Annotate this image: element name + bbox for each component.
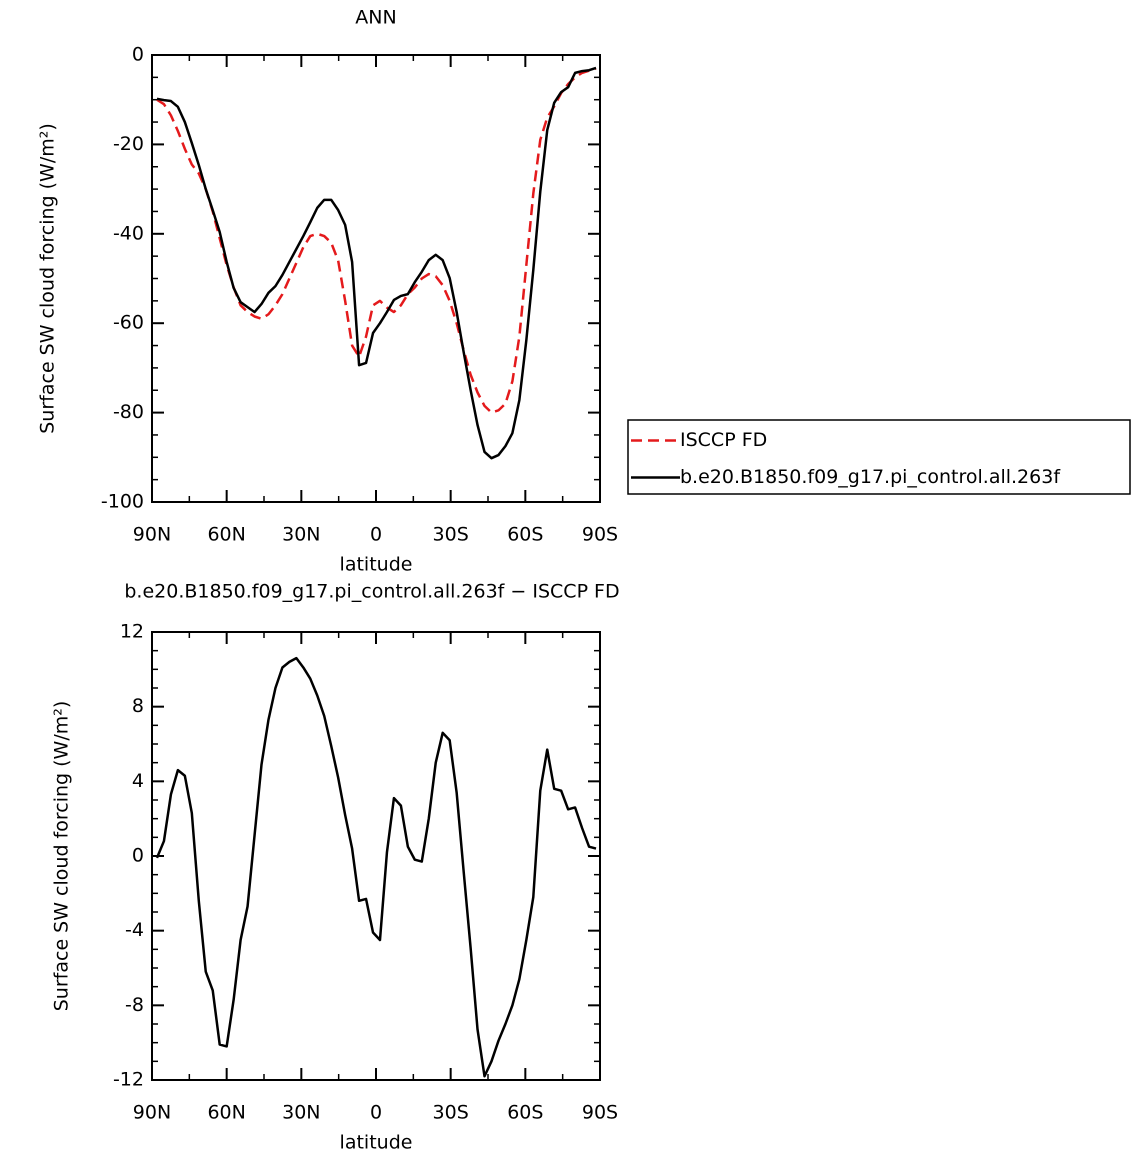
x-axis-label: latitude — [340, 1132, 413, 1154]
y-axis-label: Surface SW cloud forcing (W/m²) — [37, 123, 59, 434]
x-tick-label: 90S — [582, 524, 618, 546]
legend-box — [627, 419, 1131, 495]
x-tick-label: 30N — [282, 1102, 320, 1124]
y-tick-label: 4 — [132, 770, 144, 792]
y-tick-label: -8 — [125, 994, 144, 1016]
x-tick-label: 0 — [370, 524, 382, 546]
y-tick-label: -40 — [113, 222, 144, 244]
x-tick-label: 30S — [433, 1102, 469, 1124]
legend-label: b.e20.B1850.f09_g17.pi_control.all.263f — [680, 466, 1061, 488]
legend-label: ISCCP FD — [680, 429, 767, 451]
chart-title: b.e20.B1850.f09_g17.pi_control.all.263f … — [124, 581, 619, 603]
x-tick-label: 60N — [207, 524, 245, 546]
plot-frame — [151, 54, 601, 503]
y-tick-label: 0 — [132, 845, 144, 867]
x-tick-label: 30S — [433, 524, 469, 546]
x-tick-label: 90N — [133, 524, 171, 546]
x-tick-label: 60N — [207, 1102, 245, 1124]
x-tick-label: 0 — [370, 1102, 382, 1124]
data-line — [155, 656, 597, 1078]
data-line — [156, 66, 597, 460]
x-tick-label: 90N — [133, 1102, 171, 1124]
y-tick-label: -20 — [113, 133, 144, 155]
chart-title: ANN — [355, 7, 396, 29]
x-axis-label: latitude — [340, 554, 413, 576]
y-tick-label: 0 — [132, 44, 144, 66]
plot-frame — [151, 631, 601, 1081]
y-tick-label: 12 — [120, 621, 144, 643]
x-tick-label: 60S — [507, 524, 543, 546]
y-tick-label: -60 — [113, 312, 144, 334]
y-axis-label: Surface SW cloud forcing (W/m²) — [51, 701, 73, 1012]
x-tick-label: 90S — [582, 1102, 618, 1124]
y-tick-label: -80 — [113, 401, 144, 423]
x-tick-label: 30N — [282, 524, 320, 546]
x-tick-label: 60S — [507, 1102, 543, 1124]
y-tick-label: -100 — [101, 491, 144, 513]
y-tick-label: -12 — [113, 1069, 144, 1091]
y-tick-label: -4 — [125, 919, 144, 941]
y-tick-label: 8 — [132, 695, 144, 717]
